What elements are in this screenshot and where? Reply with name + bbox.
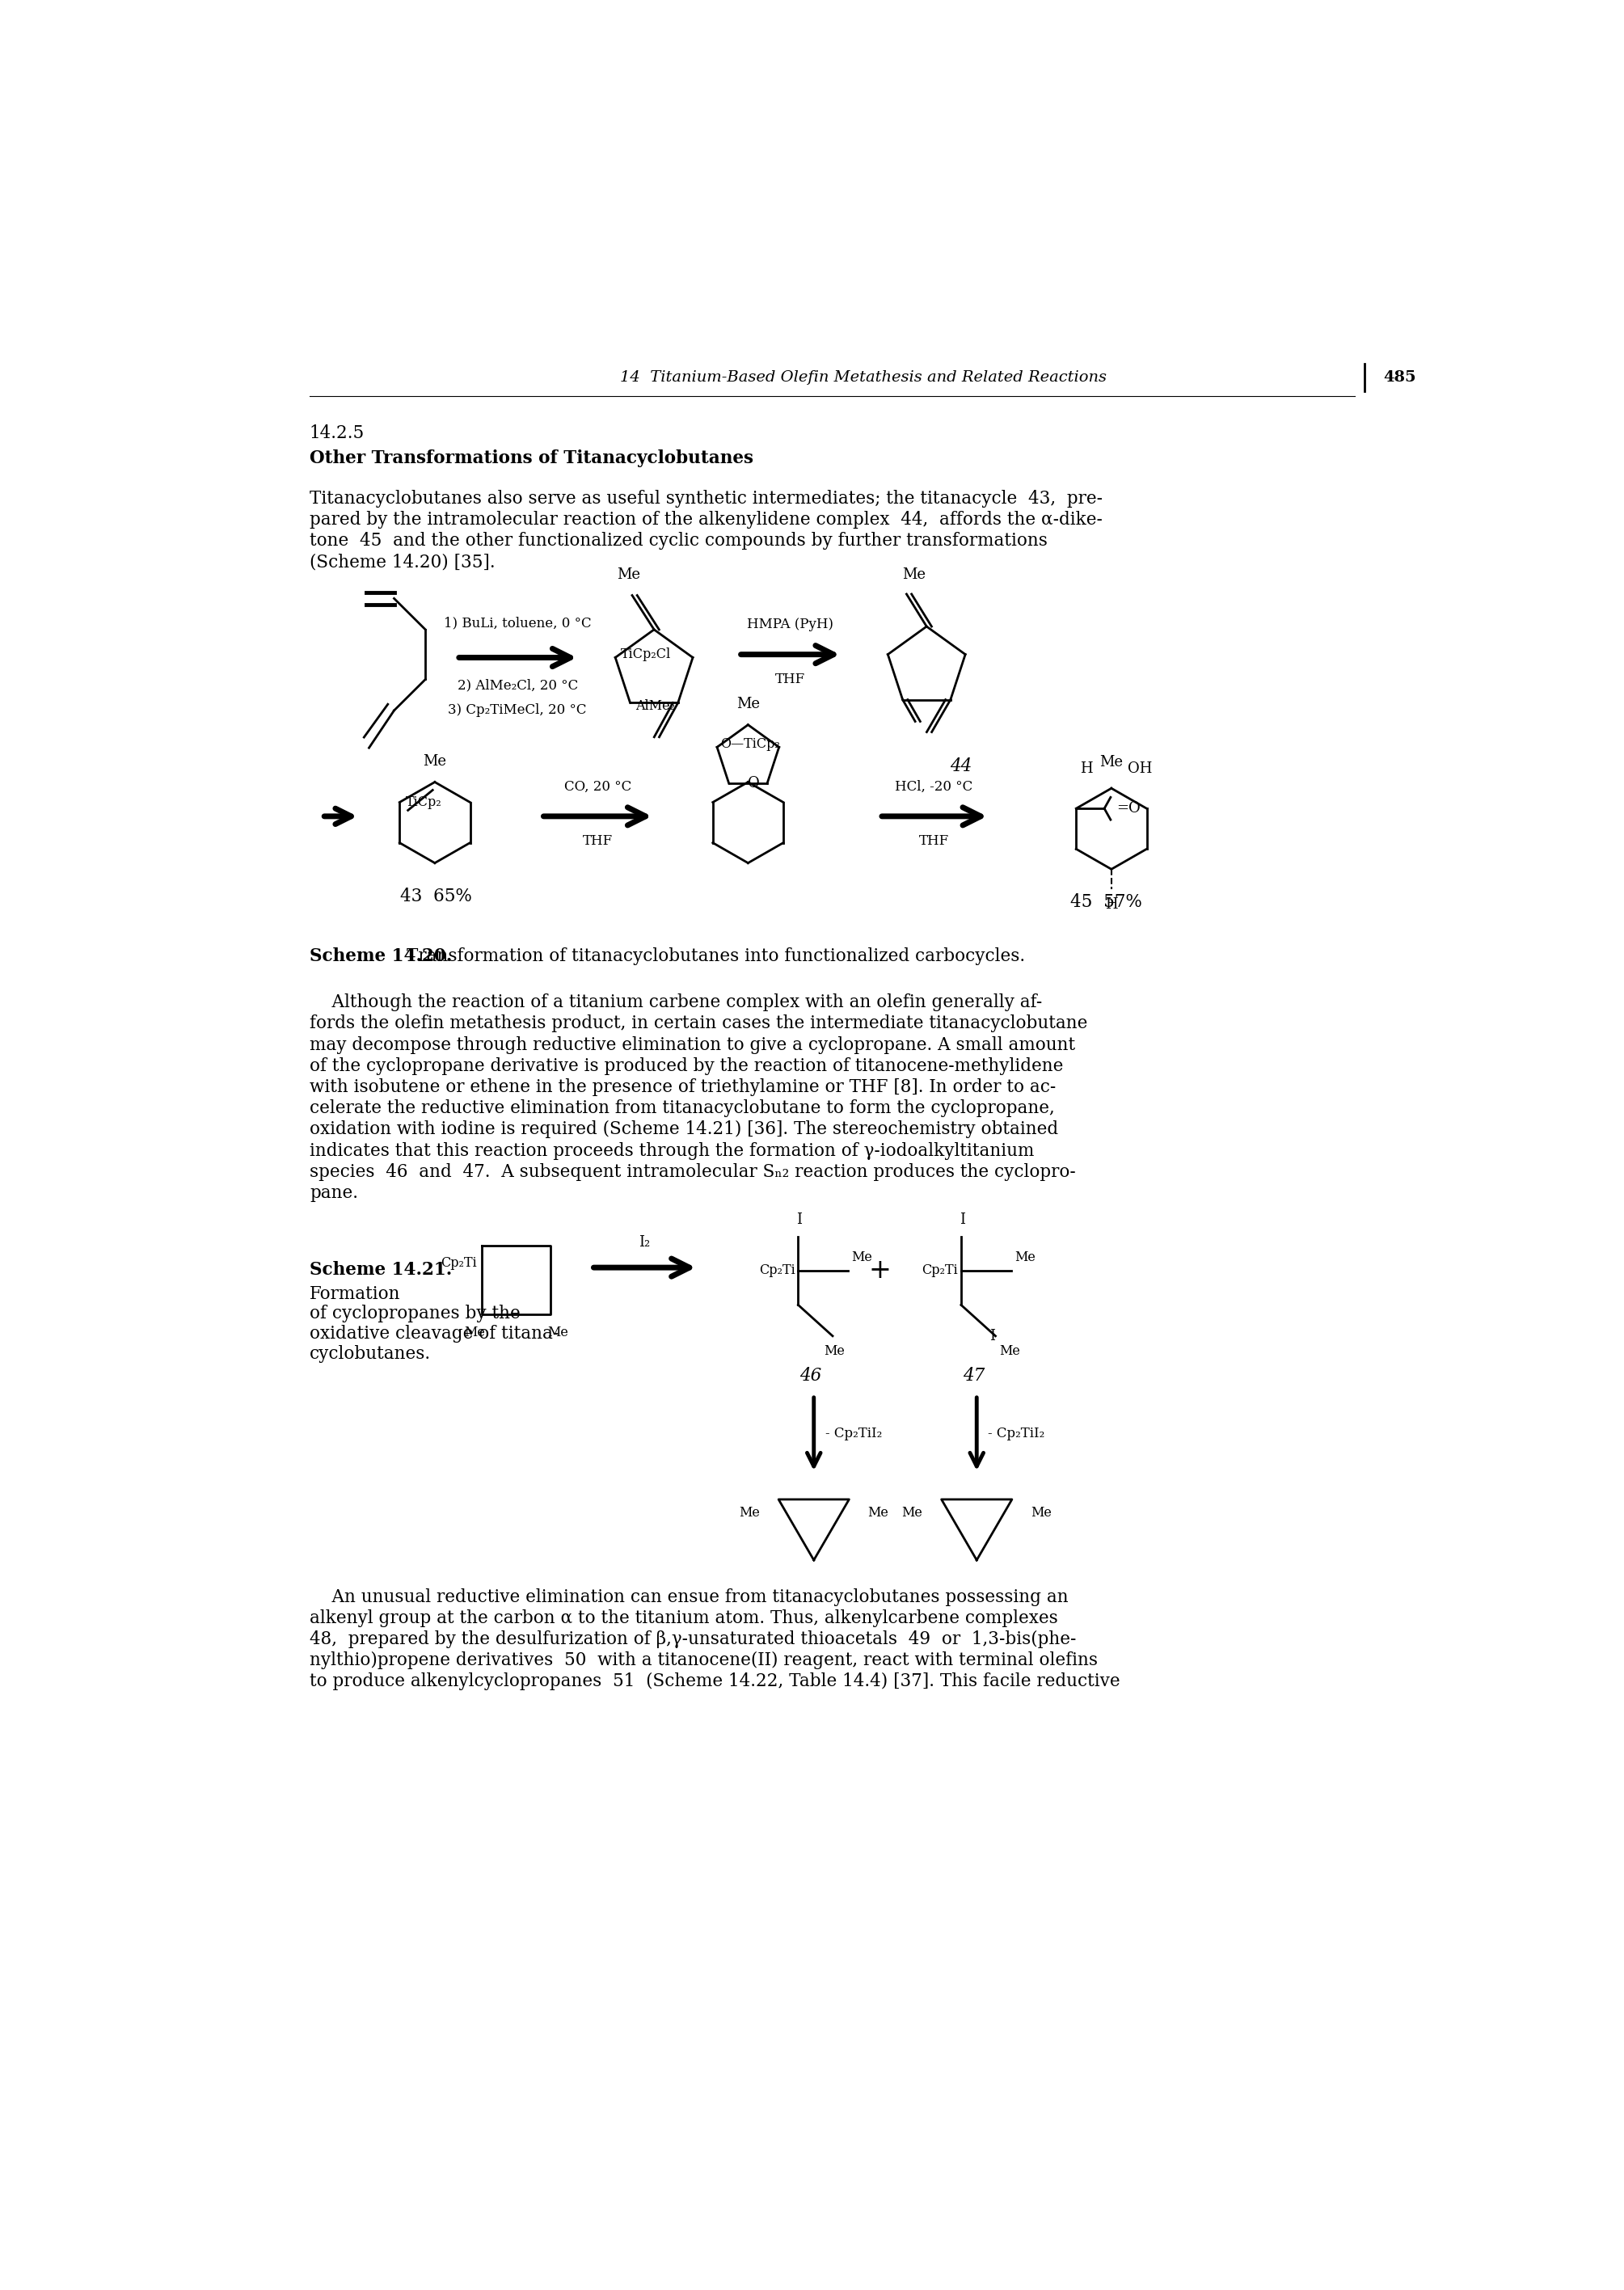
Text: TiCp₂: TiCp₂ [406,795,442,808]
Text: +: + [869,1257,892,1285]
Text: (Scheme 14.20) [35].: (Scheme 14.20) [35]. [310,552,495,570]
Text: Me: Me [823,1344,844,1358]
Text: Me: Me [736,696,760,712]
Text: 43  65%: 43 65% [401,889,473,905]
Text: Me: Me [999,1344,1020,1358]
Text: 3) Cp₂TiMeCl, 20 °C: 3) Cp₂TiMeCl, 20 °C [448,703,586,717]
Text: I: I [960,1211,965,1227]
Text: pane.: pane. [310,1184,357,1202]
Text: Scheme 14.20.: Scheme 14.20. [310,948,451,964]
Text: 44: 44 [950,758,973,774]
Text: An unusual reductive elimination can ensue from titanacyclobutanes possessing an: An unusual reductive elimination can ens… [310,1587,1069,1605]
Text: I: I [797,1211,802,1227]
Text: HCl, -20 °C: HCl, -20 °C [895,779,973,792]
Text: Cp₂Ti: Cp₂Ti [758,1264,796,1278]
Text: nylthio)propene derivatives  50  with a titanocene(II) reagent, react with termi: nylthio)propene derivatives 50 with a ti… [310,1651,1098,1669]
Text: Me: Me [739,1505,760,1518]
Text: Titanacyclobutanes also serve as useful synthetic intermediates; the titanacycle: Titanacyclobutanes also serve as useful … [310,490,1103,508]
Text: I₂: I₂ [638,1234,651,1250]
Text: with isobutene or ethene in the presence of triethylamine or THF [8]. In order t: with isobutene or ethene in the presence… [310,1079,1056,1097]
Text: THF: THF [775,673,806,687]
Text: AlMe₂: AlMe₂ [635,698,676,712]
Text: Other Transformations of Titanacyclobutanes: Other Transformations of Titanacyclobuta… [310,449,754,467]
Text: Scheme 14.21.: Scheme 14.21. [310,1262,451,1280]
Text: 45  57%: 45 57% [1070,893,1143,911]
Text: Me: Me [851,1250,872,1264]
Text: 48,  prepared by the desulfurization of β,γ-unsaturated thioacetals  49  or  1,3: 48, prepared by the desulfurization of β… [310,1630,1077,1649]
Text: alkenyl group at the carbon α to the titanium atom. Thus, alkenylcarbene complex: alkenyl group at the carbon α to the tit… [310,1610,1057,1626]
Text: 46: 46 [799,1367,822,1385]
Text: cyclobutanes.: cyclobutanes. [310,1344,430,1363]
Text: Me: Me [1099,756,1124,769]
Text: I: I [989,1328,996,1344]
Text: 1) BuLi, toluene, 0 °C: 1) BuLi, toluene, 0 °C [443,616,591,630]
Text: 2) AlMe₂Cl, 20 °C: 2) AlMe₂Cl, 20 °C [458,678,578,692]
Text: Transformation of titanacyclobutanes into functionalized carbocycles.: Transformation of titanacyclobutanes int… [406,948,1025,964]
Text: celerate the reductive elimination from titanacyclobutane to form the cyclopropa: celerate the reductive elimination from … [310,1099,1054,1118]
Text: 14  Titanium‐Based Olefin Metathesis and Related Reactions: 14 Titanium‐Based Olefin Metathesis and … [620,371,1108,385]
Text: may decompose through reductive elimination to give a cyclopropane. A small amou: may decompose through reductive eliminat… [310,1035,1075,1053]
Text: oxidation with iodine is required (Scheme 14.21) [36]. The stereochemistry obtai: oxidation with iodine is required (Schem… [310,1120,1059,1138]
Text: Me: Me [424,753,447,769]
Text: of cyclopropanes by the: of cyclopropanes by the [310,1305,520,1324]
Text: - Cp₂TiI₂: - Cp₂TiI₂ [825,1427,882,1440]
Text: Me: Me [617,568,641,582]
Text: TiCp₂Cl: TiCp₂Cl [620,648,671,662]
Text: Me: Me [901,1505,922,1518]
Text: Me: Me [1031,1505,1052,1518]
Text: oxidative cleavage of titana-: oxidative cleavage of titana- [310,1326,559,1342]
Text: fords the olefin metathesis product, in certain cases the intermediate titanacyc: fords the olefin metathesis product, in … [310,1014,1088,1033]
Text: HMPA (PyH): HMPA (PyH) [747,618,833,632]
Text: Me: Me [547,1326,568,1340]
Text: Me: Me [464,1326,484,1340]
Text: pared by the intramolecular reaction of the alkenylidene complex  44,  affords t: pared by the intramolecular reaction of … [310,511,1103,529]
Text: THF: THF [583,834,612,847]
Text: 14.2.5: 14.2.5 [310,424,365,442]
Text: Me: Me [903,568,926,582]
Text: Cp₂Ti: Cp₂Ti [922,1264,958,1278]
Text: OH: OH [1127,760,1151,776]
Text: Cp₂Ti: Cp₂Ti [440,1255,477,1269]
Text: of the cyclopropane derivative is produced by the reaction of titanocene-methyli: of the cyclopropane derivative is produc… [310,1058,1064,1074]
Text: THF: THF [919,834,948,847]
Text: to produce alkenylcyclopropanes  51  (Scheme 14.22, Table 14.4) [37]. This facil: to produce alkenylcyclopropanes 51 (Sche… [310,1672,1121,1690]
Text: 47: 47 [963,1367,984,1385]
Text: O: O [747,776,760,790]
Text: Although the reaction of a titanium carbene complex with an olefin generally af-: Although the reaction of a titanium carb… [310,994,1043,1012]
Text: tone  45  and the other functionalized cyclic compounds by further transformatio: tone 45 and the other functionalized cyc… [310,531,1047,550]
Text: indicates that this reaction proceeds through the formation of γ-iodoalkyltitani: indicates that this reaction proceeds th… [310,1143,1034,1159]
Text: 485: 485 [1384,371,1416,385]
Text: H: H [1080,760,1093,776]
Text: O—TiCp₂: O—TiCp₂ [719,737,780,751]
Text: =O: =O [1117,801,1142,815]
Text: Me: Me [1015,1250,1034,1264]
Text: Me: Me [867,1505,888,1518]
Text: CO, 20 °C: CO, 20 °C [564,779,632,792]
Text: - Cp₂TiI₂: - Cp₂TiI₂ [987,1427,1044,1440]
Text: Formation: Formation [310,1285,401,1303]
Text: species  46  and  47.  A subsequent intramolecular Sₙ₂ reaction produces the cyc: species 46 and 47. A subsequent intramol… [310,1163,1075,1182]
Text: H: H [1104,898,1117,911]
